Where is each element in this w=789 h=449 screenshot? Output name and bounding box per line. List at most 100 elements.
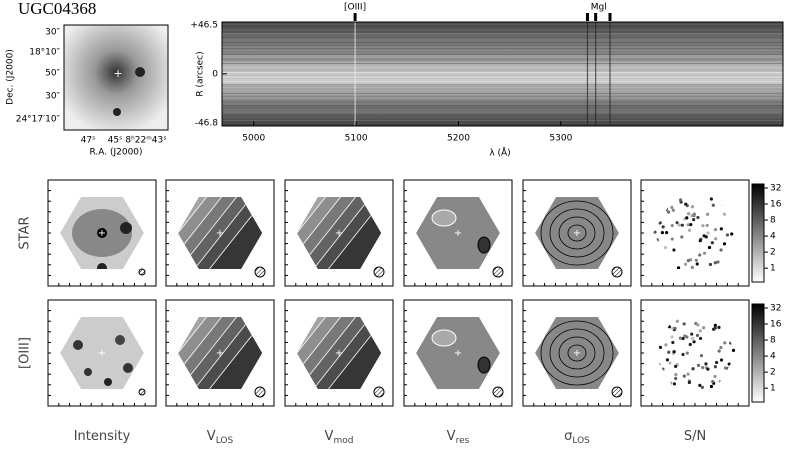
sn-dot <box>664 206 669 210</box>
center-cross: + <box>335 228 343 239</box>
sn-dot <box>666 210 671 214</box>
sn-dot <box>692 340 696 344</box>
sn-dot <box>706 212 710 216</box>
beam <box>254 266 266 278</box>
center-cross: + <box>216 348 224 359</box>
sn-dot <box>713 227 718 232</box>
contour <box>567 344 587 362</box>
sn-dot <box>695 262 699 266</box>
sn-dot <box>681 352 685 357</box>
intensity-blob <box>84 368 92 376</box>
sn-dot <box>702 326 706 330</box>
sn-dot <box>685 351 689 355</box>
sn-dot <box>671 208 675 212</box>
dec-label: 18°10″ <box>29 48 60 58</box>
line-label: Mgl <box>591 3 607 13</box>
sn-dot <box>659 327 663 331</box>
sn-dot <box>689 223 693 227</box>
sn-dot <box>709 197 713 201</box>
sn-dot <box>700 385 705 389</box>
dec-label: 30″ <box>45 28 60 38</box>
sn-dot <box>663 246 668 250</box>
colorbar-label: 4 <box>770 352 776 362</box>
ra-label: 47ˢ <box>81 136 96 146</box>
sn-dot <box>686 212 691 216</box>
sn-dot <box>691 367 695 371</box>
line-marker <box>585 13 589 21</box>
sn-dot <box>675 221 679 225</box>
sn-dot <box>681 336 685 341</box>
row-label: STAR <box>18 216 33 249</box>
sn-dot <box>665 230 669 235</box>
sn-dot <box>725 203 729 207</box>
sn-dot <box>720 202 724 207</box>
sn-dot <box>707 245 712 250</box>
sn-dot <box>704 362 708 366</box>
contour <box>297 197 340 269</box>
residual-blob <box>477 356 491 374</box>
sn-dot <box>655 238 659 242</box>
sn-dot <box>721 318 725 322</box>
sn-dot <box>653 330 657 334</box>
column-label: Intensity <box>74 429 131 444</box>
contour <box>549 208 605 258</box>
map-panel: + <box>47 179 157 287</box>
sn-dot <box>698 336 703 341</box>
sn-dot <box>731 348 736 352</box>
sn-dot <box>667 350 671 354</box>
center-cross: + <box>98 348 106 359</box>
map-body <box>535 317 619 389</box>
sn-dot <box>687 228 692 232</box>
sn-dot <box>665 358 670 362</box>
sn-dot <box>701 365 705 370</box>
sn-dot <box>674 364 678 368</box>
sn-dot <box>660 368 664 372</box>
sn-dot <box>654 340 658 344</box>
sn-dot <box>675 319 679 323</box>
colorbar-label: 1 <box>770 384 776 394</box>
sn-dot <box>725 233 730 237</box>
colorbar-label: 8 <box>770 336 776 346</box>
column-label: Vres <box>447 429 470 446</box>
colorbar-label: 32 <box>770 303 781 313</box>
dec-label: 24°17′10″ <box>16 115 61 125</box>
contour <box>314 317 381 389</box>
map-panel: + <box>47 299 157 407</box>
x-tick-label: 5300 <box>549 134 572 144</box>
colorbar-label: 8 <box>770 216 776 226</box>
thumb-ylabel: Dec. (J2000) <box>6 49 16 105</box>
intensity-blob <box>123 363 133 373</box>
sn-dot <box>723 202 728 206</box>
intensity-blob <box>97 263 107 269</box>
sn-dot <box>667 325 671 329</box>
map-panel: + <box>522 299 632 407</box>
ra-label: 8ʰ22ᵐ43ˢ <box>125 136 166 146</box>
center-cross: + <box>454 228 462 239</box>
sn-dot <box>719 358 724 362</box>
column-label: S/N <box>684 429 706 444</box>
sn-dot <box>657 363 661 367</box>
contour <box>540 200 614 266</box>
column-label: VLOS <box>207 429 234 446</box>
line-marker <box>594 13 598 21</box>
beam <box>138 388 146 396</box>
residual-blob <box>431 209 457 227</box>
sn-dot <box>677 223 681 227</box>
sn-dot <box>728 375 732 380</box>
thumb-xlabel: R.A. (J2000) <box>89 148 142 158</box>
sn-dot <box>730 232 734 236</box>
beam <box>611 386 623 398</box>
intensity-blob <box>104 378 112 386</box>
velocity-band <box>196 197 262 269</box>
sn-dot <box>713 365 717 369</box>
sn-dot <box>668 361 672 365</box>
sn-dot <box>686 223 690 227</box>
sn-dot <box>680 223 684 227</box>
sn-dot <box>719 345 723 350</box>
sn-dot <box>723 341 727 345</box>
sn-dot <box>696 363 701 367</box>
sn-dot <box>654 251 658 255</box>
sn-dot <box>709 384 714 389</box>
sn-dot <box>729 213 733 217</box>
